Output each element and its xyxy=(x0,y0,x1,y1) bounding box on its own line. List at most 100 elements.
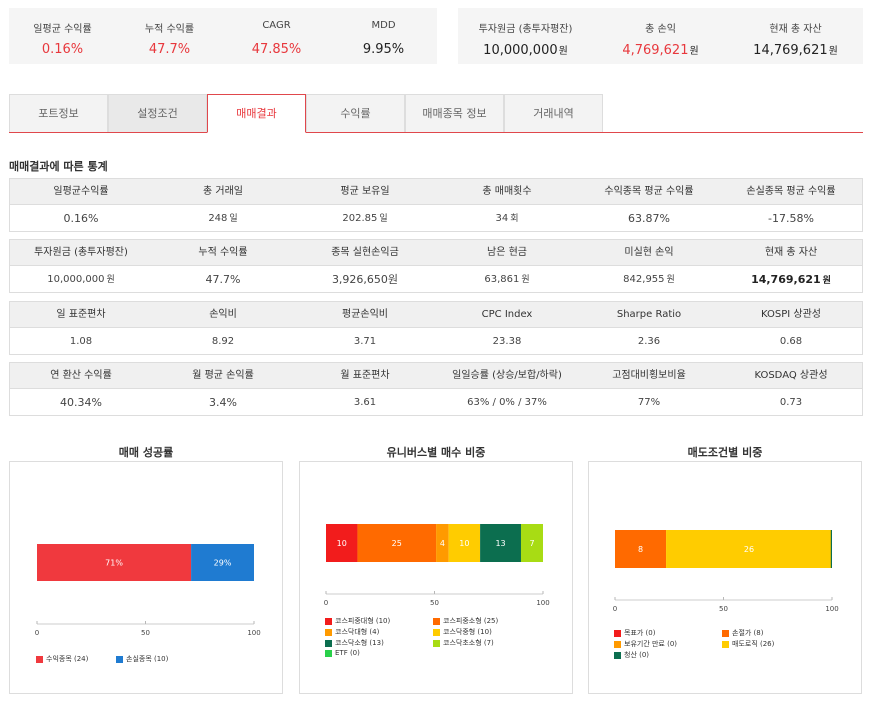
stat-value: 14,769,621 원 xyxy=(720,266,862,293)
chart-legend: 코스피중대형 (10) 코스피중소형 (25) 코스닥대형 (4) 코스닥중형 (10… xyxy=(300,462,574,695)
summary-label: CAGR xyxy=(262,20,291,31)
x-tick-label: 50 xyxy=(141,629,150,637)
stat-column: 수익종목 평균 수익률 63.87% xyxy=(578,179,720,231)
summary-cell: CAGR 47.85% xyxy=(223,8,330,64)
legend-label: 청산 (0) xyxy=(624,651,650,659)
legend-swatch xyxy=(722,629,729,637)
stat-number: 2.36 xyxy=(637,336,661,347)
stat-unit: 일 xyxy=(229,214,238,224)
legend-swatch xyxy=(433,639,440,647)
legend-swatch xyxy=(722,640,729,648)
legend-swatch xyxy=(614,640,621,648)
section-title: 매매결과에 따른 통계 xyxy=(9,160,108,173)
stat-value: 40.34% xyxy=(10,389,152,416)
bar-chart: 0 50 100 71% 29% xyxy=(35,544,261,637)
stat-header: 평균손익비 xyxy=(294,302,436,328)
tab-1[interactable]: 설정조건 xyxy=(108,94,207,132)
stat-column: 투자원금 (총투자평잔) 10,000,000 원 xyxy=(10,240,152,292)
stat-column: 고점대비횡보비율 77% xyxy=(578,363,720,415)
tab-4[interactable]: 매매종목 정보 xyxy=(405,94,504,132)
chart-legend: 수익종목 (24) 손실종목 (10) xyxy=(10,462,284,695)
tab-5[interactable]: 거래내역 xyxy=(504,94,603,132)
legend-item[interactable]: 청산 (0) xyxy=(614,650,649,660)
stat-value: 3.71 xyxy=(294,328,436,355)
stat-header: 현재 총 자산 xyxy=(720,240,862,266)
legend-item[interactable]: 목표가 (0) xyxy=(614,628,655,638)
legend-item[interactable]: 매도로직 (26) xyxy=(722,639,774,649)
legend-item[interactable]: 코스닥초소형 (7) xyxy=(433,638,494,648)
summary-label: 총 손익 xyxy=(645,24,676,35)
stat-column: 일일승률 (상승/보합/하락) 63% / 0% / 37% xyxy=(436,363,578,415)
stat-number: 202.85 xyxy=(342,213,378,224)
bar-segment xyxy=(615,530,667,568)
bar-segment xyxy=(448,524,481,562)
stat-number: 0.16% xyxy=(63,212,99,225)
stat-unit: 원 xyxy=(822,276,831,286)
chart-panel: 0 50 100 8 26 목표가 (0) 손절가 (8) 보유기간 만료 (0) 매도로직 (… xyxy=(588,461,862,694)
stat-value: -17.58% xyxy=(720,205,862,232)
summary-number: 10,000,000 xyxy=(483,43,558,58)
chart-title: 매매 성공률 xyxy=(118,446,174,459)
tab-0[interactable]: 포트정보 xyxy=(9,94,108,132)
stat-number: -17.58% xyxy=(768,212,814,225)
stat-table: 투자원금 (총투자평잔) 10,000,000 원 누적 수익률 47.7% 종목 실현손… xyxy=(9,239,863,293)
stat-column: KOSPI 상관성 0.68 xyxy=(720,302,862,354)
summary-value: 47.7% xyxy=(116,42,223,57)
stat-value: 3.61 xyxy=(294,389,436,416)
legend-item[interactable]: ETF (0) xyxy=(325,649,360,657)
summary-cell: 현재 총 자산 14,769,621원 xyxy=(728,8,863,64)
stat-value: 0.16% xyxy=(10,205,152,232)
legend-label: 코스닥중형 (10) xyxy=(443,628,492,636)
legend-item[interactable]: 코스닥소형 (13) xyxy=(325,638,384,648)
legend-label: 코스피중소형 (25) xyxy=(443,617,499,625)
legend-item[interactable]: 코스닥중형 (10) xyxy=(433,627,492,637)
bar-chart: 0 50 100 10 25 4 10 13 7 xyxy=(324,524,550,607)
tab-2[interactable]: 매매결과 xyxy=(207,94,306,133)
legend-item[interactable]: 손절가 (8) xyxy=(722,628,763,638)
bar-segment xyxy=(666,530,832,568)
summary-number: 14,769,621 xyxy=(753,43,828,58)
stat-value: 63.87% xyxy=(578,205,720,232)
stat-value: 63,861 원 xyxy=(436,266,578,293)
summary-cell: 일평균 수익률 0.16% xyxy=(9,8,116,64)
stat-header: 남은 현금 xyxy=(436,240,578,266)
stat-column: 총 거래일 248 일 xyxy=(152,179,294,231)
stat-header: 일일승률 (상승/보합/하락) xyxy=(436,363,578,389)
stat-column: CPC Index 23.38 xyxy=(436,302,578,354)
legend-item[interactable]: 손실종목 (10) xyxy=(116,654,168,664)
stat-header: 월 평균 손익률 xyxy=(152,363,294,389)
summary-number: 9.95% xyxy=(362,42,405,57)
legend-item[interactable]: 코스피중대형 (10) xyxy=(325,616,390,626)
legend-item[interactable]: 코스피중소형 (25) xyxy=(433,616,498,626)
legend-label: 수익종목 (24) xyxy=(46,655,89,663)
stat-header: KOSDAQ 상관성 xyxy=(720,363,862,389)
stat-unit: 일 xyxy=(379,214,388,224)
stat-number: 47.7% xyxy=(205,273,241,286)
legend-item[interactable]: 코스닥대형 (4) xyxy=(325,627,379,637)
legend-item[interactable]: 보유기간 만료 (0) xyxy=(614,639,677,649)
stat-header: CPC Index xyxy=(436,302,578,328)
legend-swatch xyxy=(433,628,440,636)
stat-number: 3.71 xyxy=(353,336,377,347)
stat-column: 손실종목 평균 수익률 -17.58% xyxy=(720,179,862,231)
bar-segment-label: 13 xyxy=(495,539,505,548)
summary-number: 47.7% xyxy=(148,42,191,57)
tab-3[interactable]: 수익률 xyxy=(306,94,405,132)
stat-column: 평균손익비 3.71 xyxy=(294,302,436,354)
legend-item[interactable]: 수익종목 (24) xyxy=(36,654,88,664)
bar-segment-label: 7 xyxy=(529,539,534,548)
bar-segment-label: 10 xyxy=(459,539,469,548)
stat-column: 연 환산 수익률 40.34% xyxy=(10,363,152,415)
stat-number: 3.4% xyxy=(209,396,237,409)
legend-swatch xyxy=(614,629,621,637)
stat-header: 투자원금 (총투자평잔) xyxy=(10,240,152,266)
stat-column: 일평균수익률 0.16% xyxy=(10,179,152,231)
x-tick-label: 0 xyxy=(35,629,39,637)
summary-left: 일평균 수익률 0.16% 누적 수익률 47.7% CAGR 47.85% MDD 9.95… xyxy=(9,8,437,64)
legend-swatch xyxy=(36,655,43,663)
stat-column: KOSDAQ 상관성 0.73 xyxy=(720,363,862,415)
summary-unit: 원 xyxy=(828,46,838,57)
legend-label: 목표가 (0) xyxy=(624,629,656,637)
stat-header: 손실종목 평균 수익률 xyxy=(720,179,862,205)
summary-cell: 총 손익 4,769,621원 xyxy=(593,8,728,64)
